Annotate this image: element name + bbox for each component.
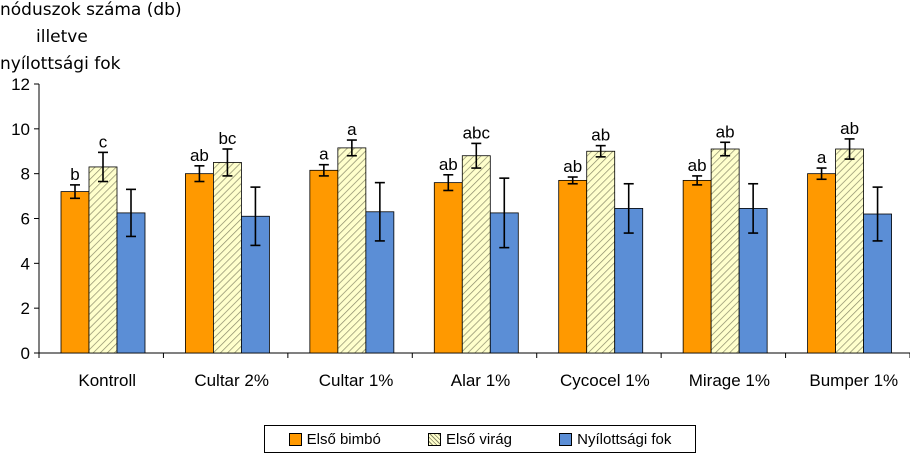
bar [558,179,588,354]
y-tick-label: 6 [21,210,30,229]
significance-label: a [319,145,329,164]
significance-label: c [99,132,108,151]
significance-label: ab [840,119,859,138]
y-tick-label: 8 [21,165,30,184]
x-category-label: Mirage 1% [689,371,770,390]
significance-label: ab [563,157,582,176]
significance-label: ab [439,155,458,174]
x-category-label: Alar 1% [451,371,511,390]
bar [185,173,214,354]
y-tick-label: 10 [11,120,30,139]
significance-label: ab [190,146,209,165]
bar [337,147,367,354]
legend-swatch-first-flower [428,432,442,446]
significance-label: ab [591,126,610,145]
y-axis-label-line-2: illetve [36,27,88,47]
legend-swatch-openness [559,432,573,446]
significance-label: ab [688,156,707,175]
legend-label-first-bud: Első bimbó [306,430,381,448]
bar [433,182,463,354]
bar [710,148,740,354]
y-tick-label: 2 [21,299,30,318]
significance-label: bc [218,129,236,148]
x-category-label: Cultar 1% [319,371,394,390]
bar [586,150,616,354]
x-category-label: Kontroll [78,371,136,390]
bar [682,179,712,354]
significance-label: a [817,148,827,167]
legend-label-openness: Nyílottsági fok [577,430,672,448]
bar [835,148,864,354]
x-category-label: Cultar 2% [194,371,269,390]
significance-label: a [347,120,357,139]
x-category-label: Bumper 1% [809,371,898,390]
y-tick-label: 0 [21,344,30,363]
bar [807,173,836,354]
legend-label-first-flower: Első virág [446,430,512,448]
significance-label: ab [716,122,735,141]
x-category-label: Cycocel 1% [560,371,650,390]
legend: Első bimbó Első virág Nyílottsági fok [264,425,696,453]
significance-label: abc [463,123,491,142]
bar [461,155,491,354]
y-tick-label: 12 [11,75,30,94]
legend-item-first-flower: Első virág [428,431,512,448]
bar [88,166,118,354]
significance-label: b [70,165,79,184]
y-axis-label-line-3: nyílottsági fok [0,54,121,74]
y-axis-label-line-1: nóduszok száma (db) [0,0,182,20]
bar [309,169,339,354]
bar [213,162,242,354]
legend-item-openness: Nyílottsági fok [559,431,671,448]
y-tick-label: 4 [21,254,30,273]
legend-item-first-bud: Első bimbó [288,430,381,448]
bar [60,191,90,354]
legend-swatch-first-bud [288,432,302,446]
